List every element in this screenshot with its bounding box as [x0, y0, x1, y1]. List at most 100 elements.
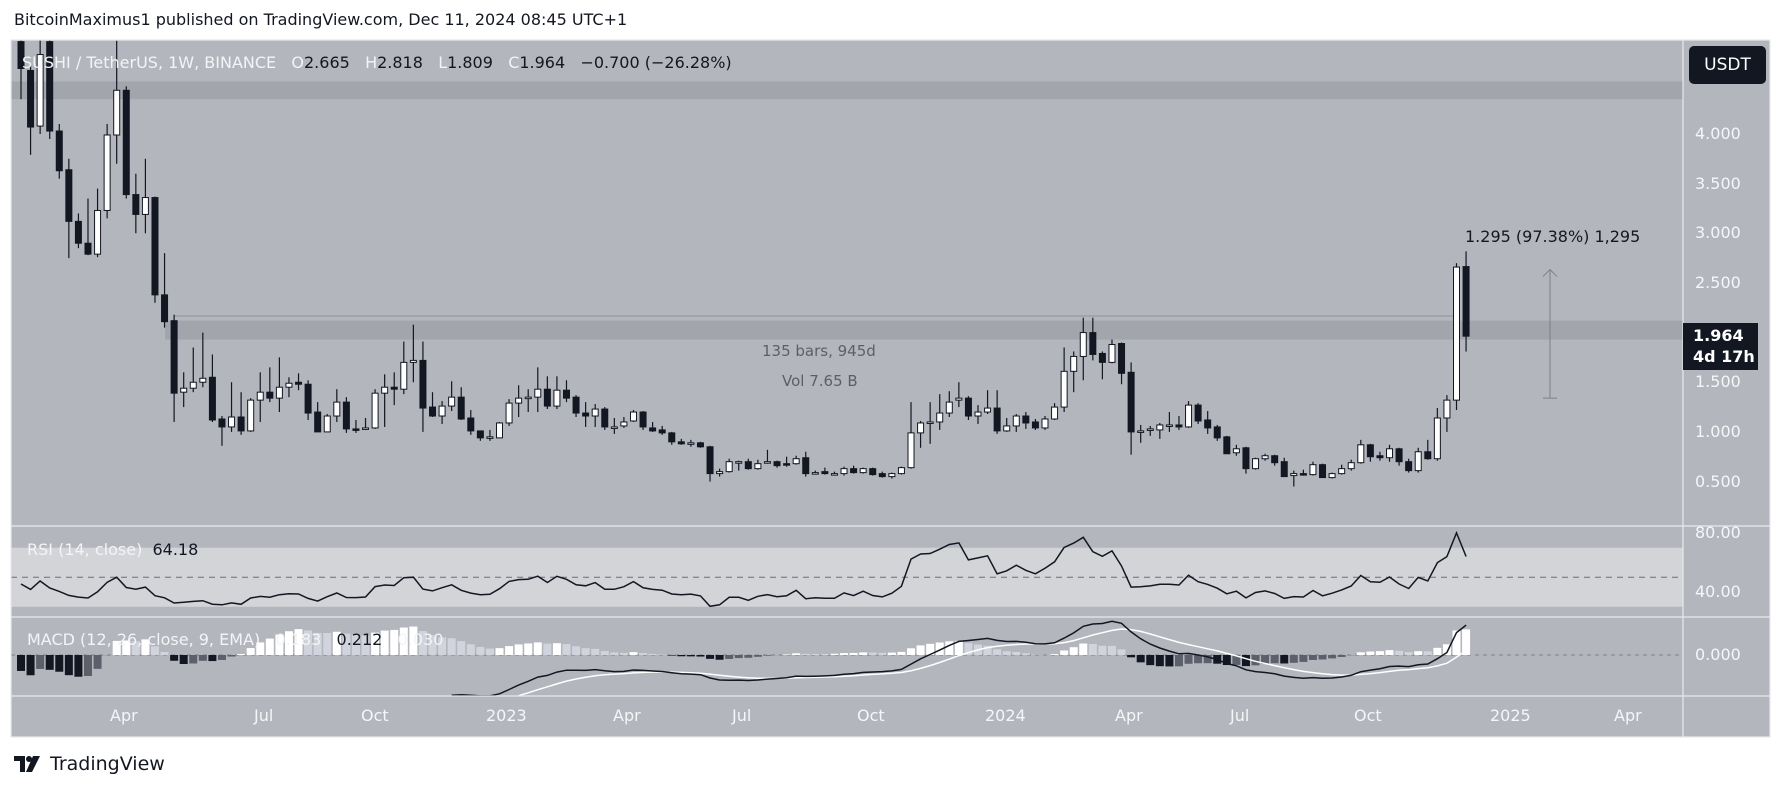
candle	[390, 372, 398, 406]
macd-histogram-bar	[964, 642, 973, 655]
macd-histogram-bar	[179, 655, 188, 664]
macd-histogram-bar	[639, 653, 648, 655]
candle	[773, 460, 781, 468]
price-axis-tick: 3.500	[1695, 173, 1741, 193]
macd-histogram-bar	[1280, 655, 1289, 664]
macd-histogram-bar	[878, 652, 887, 655]
candle	[1299, 469, 1307, 476]
candle-body-down	[1204, 419, 1212, 429]
macd-histogram-bar	[447, 638, 456, 655]
macd-histogram-bar	[897, 651, 906, 655]
macd-histogram-bar	[1107, 645, 1116, 655]
candle	[1051, 403, 1059, 420]
candle	[1165, 412, 1173, 432]
macd-histogram-bar	[150, 646, 159, 655]
macd-histogram-bar	[1194, 655, 1203, 664]
candle	[1194, 403, 1202, 424]
candle-body-up	[1338, 468, 1346, 475]
macd-histogram-bar	[284, 631, 293, 655]
candle	[1137, 424, 1145, 443]
candle	[1366, 443, 1374, 462]
candle-body-up	[830, 473, 838, 476]
candle-body-down	[1424, 451, 1432, 460]
low-label: L	[438, 53, 448, 72]
candle	[371, 389, 379, 429]
rsi-label[interactable]: RSI (14, close)	[27, 540, 143, 559]
candle	[888, 472, 896, 479]
candle	[1185, 401, 1193, 428]
candle	[170, 314, 178, 422]
macd-label[interactable]: MACD (12, 26, close, 9, EMA)	[27, 630, 261, 649]
candle	[1386, 444, 1394, 462]
tradingview-logo[interactable]: TradingView	[14, 753, 165, 775]
candle	[55, 124, 63, 179]
chart-background	[11, 40, 1770, 737]
candle	[113, 40, 121, 164]
macd-line	[451, 620, 1467, 696]
currency-button[interactable]: USDT	[1689, 46, 1766, 84]
time-axis-tick: Jul	[732, 706, 752, 725]
candle-body-up	[859, 468, 867, 474]
candle-body-down	[132, 194, 140, 215]
candle-body-up	[1156, 424, 1164, 431]
candle-body-down	[850, 468, 858, 474]
macd-histogram-bar	[361, 635, 370, 655]
candle	[132, 173, 140, 234]
macd-histogram-bar	[275, 634, 284, 655]
candle-body-up	[1309, 464, 1317, 476]
candle	[36, 40, 44, 134]
macd-histogram-bar	[1127, 655, 1136, 658]
candle-body-down	[1462, 266, 1470, 337]
candle-body-up	[620, 421, 628, 427]
candle-body-down	[218, 418, 226, 428]
candle-body-down	[1213, 426, 1221, 439]
candle-body-down	[342, 401, 350, 430]
candle-body-up	[1051, 406, 1059, 420]
macd-histogram-bar	[466, 644, 475, 655]
candle	[964, 396, 972, 420]
candle-body-down	[1366, 444, 1374, 458]
macd-histogram-bar	[189, 655, 198, 664]
candle-body-down	[237, 416, 245, 432]
candle-body-up	[141, 197, 149, 215]
macd-histogram-bar	[1366, 651, 1375, 655]
candle-body-down	[476, 430, 484, 439]
time-axis-tick: Apr	[110, 706, 138, 725]
symbol-name[interactable]: SUSHI / TetherUS, 1W, BINANCE	[22, 53, 277, 72]
macd-histogram-bar	[1299, 655, 1308, 662]
macd-histogram-bar	[562, 644, 571, 655]
macd-histogram-bar	[763, 655, 772, 656]
macd-histogram-bar	[552, 643, 561, 655]
macd-histogram-bar	[371, 632, 380, 655]
last-price: 1.964	[1693, 326, 1744, 345]
candle	[333, 389, 341, 422]
candle-body-up	[1453, 266, 1460, 401]
candle-body-up	[1079, 332, 1087, 357]
candle-body-up	[256, 391, 264, 401]
macd-histogram-bar	[859, 652, 868, 655]
macd-histogram-bar	[1423, 651, 1432, 655]
candle	[400, 341, 408, 395]
candle-body-up	[936, 412, 944, 423]
candle	[1108, 339, 1116, 364]
candle-body-down	[821, 471, 829, 475]
macd-histogram-bar	[45, 655, 54, 670]
candle-body-down	[429, 406, 437, 417]
macd-histogram-bar	[1174, 655, 1183, 667]
low-value: 1.809	[447, 53, 493, 72]
high-value: 2.818	[377, 53, 423, 72]
candle	[381, 374, 389, 427]
time-axis-tick: Apr	[613, 706, 641, 725]
candle-body-down	[1194, 404, 1202, 422]
macd-histogram-bar	[256, 642, 265, 655]
candle	[696, 441, 704, 448]
macd-histogram-bar	[591, 648, 600, 655]
candle	[1319, 463, 1327, 479]
macd-histogram-bar	[1356, 652, 1365, 655]
candle	[409, 324, 417, 383]
candle	[496, 421, 503, 439]
time-axis-tick: Apr	[1614, 706, 1642, 725]
price-range-arrow[interactable]	[1542, 268, 1558, 399]
candle	[1424, 439, 1432, 460]
